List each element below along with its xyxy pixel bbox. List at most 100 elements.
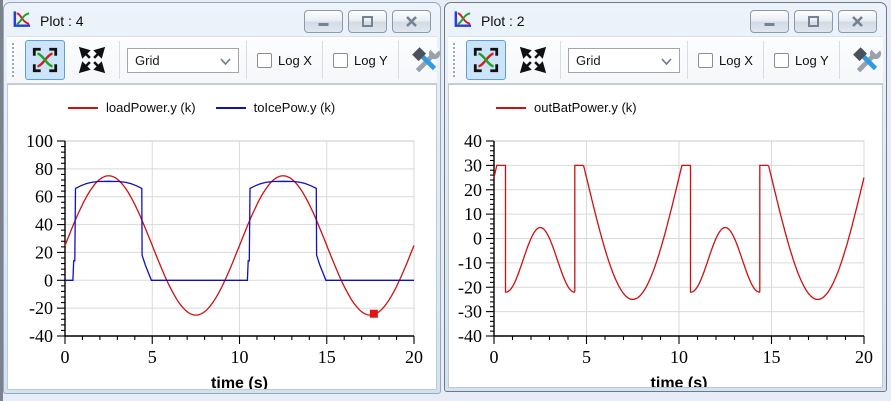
- window-title: Plot : 2: [481, 13, 525, 29]
- plot-legend: loadPower.y (k) toIcePow.y (k): [68, 100, 335, 115]
- fit-in-view-icon: [32, 47, 58, 73]
- toolbar-separator: [246, 41, 247, 79]
- log-y-label: Log Y: [353, 52, 388, 68]
- toolbar-drag-handle[interactable]: [12, 43, 18, 77]
- grid-dropdown[interactable]: Grid: [568, 47, 680, 73]
- checkbox-box: [257, 52, 272, 68]
- minimize-button[interactable]: [750, 9, 789, 33]
- chevron-down-icon: [661, 53, 672, 68]
- ytick-label: -20: [458, 277, 482, 297]
- ytick-label: -40: [29, 326, 53, 346]
- xtick-label: 10: [231, 347, 249, 367]
- log-x-label: Log X: [719, 52, 753, 68]
- log-y-checkbox[interactable]: Log Y: [771, 52, 832, 68]
- fit-in-view-button[interactable]: [466, 40, 506, 80]
- expand-icon: [78, 46, 106, 74]
- xtick-label: 5: [582, 347, 591, 367]
- plot-toolbar: Grid Log X Log Y: [7, 36, 464, 84]
- fit-in-view-icon: [473, 47, 499, 73]
- x-axis-title: time (s): [211, 375, 268, 390]
- legend-line: [215, 106, 246, 109]
- plot-canvas[interactable]: -40 -20 0 20 40 60 80 100 0 5 10 15 20 time (s): [8, 85, 437, 390]
- xtick-label: 0: [61, 347, 70, 367]
- toolbar-separator: [397, 41, 399, 79]
- window-title: Plot : 4: [40, 13, 84, 29]
- xtick-label: 5: [148, 347, 157, 367]
- grid-dropdown-value: Grid: [135, 52, 160, 68]
- expand-icon: [519, 46, 547, 74]
- series-loadPower.y (k): [64, 175, 415, 316]
- setup-button[interactable]: [406, 40, 446, 80]
- toolbar-drag-handle[interactable]: [453, 43, 459, 77]
- grid-dropdown-value: Grid: [576, 52, 601, 68]
- ytick-label: -10: [458, 253, 482, 273]
- log-x-checkbox[interactable]: Log X: [695, 52, 756, 68]
- pan-button[interactable]: [513, 40, 553, 80]
- legend-label: loadPower.y (k): [106, 100, 196, 115]
- toolbar-separator: [321, 41, 323, 79]
- plot-panel: outBatPower.y (k) -40 -30 -20 -10 0 10 20 30 40 0…: [448, 84, 883, 388]
- legend-item: loadPower.y (k): [68, 100, 196, 115]
- grid-dropdown[interactable]: Grid: [127, 47, 239, 73]
- checkbox-box: [332, 52, 348, 68]
- checkbox-box: [698, 52, 713, 68]
- active-point-marker: [369, 309, 378, 318]
- tools-icon: [852, 45, 881, 73]
- series-toIcePow.y (k): [65, 180, 414, 281]
- xtick-label: 10: [670, 347, 688, 367]
- fit-in-view-button[interactable]: [25, 40, 65, 80]
- log-x-label: Log X: [278, 52, 312, 68]
- log-y-label: Log Y: [794, 52, 829, 68]
- ytick-label: -40: [458, 326, 482, 346]
- close-button[interactable]: [838, 9, 877, 33]
- xtick-label: 20: [855, 347, 873, 367]
- checkbox-box: [773, 52, 789, 68]
- setup-button[interactable]: [847, 40, 887, 80]
- legend-item: outBatPower.y (k): [496, 100, 637, 115]
- legend-line: [496, 106, 526, 109]
- series-outBatPower.y (k): [493, 164, 865, 301]
- legend-label: outBatPower.y (k): [534, 100, 637, 115]
- plot-panel: loadPower.y (k) toIcePow.y (k) -40 -20 0 20…: [7, 84, 437, 390]
- ytick-label: 100: [26, 131, 53, 151]
- toolbar-separator: [560, 41, 561, 79]
- plot-curves-icon: [11, 9, 32, 34]
- titlebar[interactable]: Plot : 2: [448, 6, 883, 36]
- minimize-icon: [318, 22, 329, 26]
- close-icon: [406, 15, 417, 27]
- mdi-left-edge: [0, 0, 3, 401]
- legend-item: toIcePow.y (k): [215, 100, 336, 115]
- plot-curves-icon: [452, 9, 473, 34]
- ytick-label: -20: [29, 298, 53, 318]
- chevron-down-icon: [220, 53, 231, 68]
- close-icon: [852, 15, 863, 27]
- legend-label: toIcePow.y (k): [253, 100, 336, 115]
- maximize-button[interactable]: [794, 9, 833, 33]
- maximize-button[interactable]: [348, 9, 387, 33]
- toolbar-separator: [119, 41, 120, 79]
- plot-canvas[interactable]: -40 -30 -20 -10 0 10 20 30 40 0 5 10 15 20 time (s): [449, 85, 883, 388]
- minimize-button[interactable]: [304, 9, 343, 33]
- maximize-icon: [362, 15, 373, 27]
- ytick-label: 20: [35, 242, 53, 262]
- ytick-label: -30: [458, 302, 482, 322]
- titlebar[interactable]: Plot : 4: [7, 6, 437, 36]
- ytick-label: 40: [464, 131, 482, 151]
- ytick-label: 0: [44, 270, 53, 290]
- tools-icon: [411, 45, 440, 73]
- pan-button[interactable]: [72, 40, 112, 80]
- x-axis-title: time (s): [651, 375, 708, 388]
- plot-window-2: Plot : 2: [444, 2, 887, 392]
- plot-toolbar: Grid Log X Log Y: [448, 36, 883, 84]
- plot-window-4: Plot : 4: [3, 2, 464, 394]
- log-y-checkbox[interactable]: Log Y: [330, 52, 391, 68]
- close-button[interactable]: [392, 9, 431, 33]
- xtick-label: 15: [763, 347, 781, 367]
- log-x-checkbox[interactable]: Log X: [254, 52, 315, 68]
- ytick-label: 20: [464, 180, 482, 200]
- maximize-icon: [808, 15, 819, 27]
- minimize-icon: [764, 22, 775, 26]
- toolbar-separator: [687, 41, 688, 79]
- ytick-label: 40: [35, 215, 53, 235]
